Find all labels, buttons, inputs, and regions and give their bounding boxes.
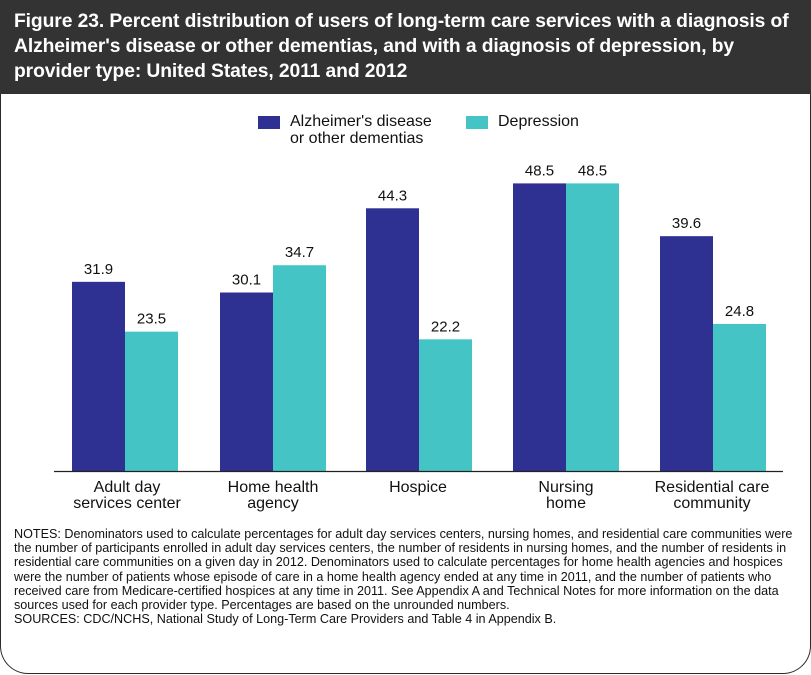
bar-alzheimers-adult-day [72, 281, 125, 471]
bar-alzheimers-residential-care [660, 236, 713, 471]
category-label-nursing-home: Nursing home [538, 479, 593, 512]
legend-swatch-alzheimers [258, 116, 280, 129]
bar-depression-nursing-home [566, 183, 619, 471]
data-label-alzheimers-hospice: 44.3 [378, 187, 407, 204]
bar-depression-home-health [273, 265, 326, 471]
bar-chart: 31.9 23.5 Adult day services center 30.1 34.7… [54, 162, 783, 512]
category-label-adult-day: Adult day services center [73, 479, 181, 512]
figure-title: Figure 23. Percent distribution of users… [14, 11, 789, 82]
category-label-home-health: Home health agency [228, 479, 319, 512]
bar-alzheimers-home-health [220, 292, 273, 471]
data-label-alzheimers-residential-care: 39.6 [672, 215, 701, 232]
legend-label-depression: Depression [498, 113, 579, 130]
bar-depression-hospice [419, 339, 472, 471]
bar-depression-residential-care [713, 323, 766, 471]
data-label-depression-hospice: 22.2 [431, 318, 460, 335]
data-label-depression-residential-care: 24.8 [725, 303, 754, 320]
legend-swatch-depression [466, 116, 488, 129]
data-label-depression-adult-day: 23.5 [137, 311, 166, 328]
notes-text: NOTES: Denominators used to calculate pe… [14, 527, 793, 613]
chart-legend: Alzheimer's disease or other dementias D… [0, 113, 811, 153]
data-label-alzheimers-nursing-home: 48.5 [525, 162, 554, 179]
category-label-residential-care: Residential care community [655, 479, 770, 512]
data-label-depression-nursing-home: 48.5 [578, 162, 607, 179]
bar-alzheimers-nursing-home [513, 183, 566, 471]
legend-label-alzheimers: Alzheimer's disease or other dementias [290, 113, 432, 147]
data-label-alzheimers-adult-day: 31.9 [84, 261, 113, 278]
bar-alzheimers-hospice [366, 208, 419, 471]
data-label-alzheimers-home-health: 30.1 [232, 272, 261, 289]
data-label-depression-home-health: 34.7 [285, 244, 314, 261]
bar-depression-adult-day [125, 331, 178, 471]
category-label-hospice: Hospice [389, 479, 447, 496]
figure-notes: NOTES: Denominators used to calculate pe… [14, 527, 799, 626]
figure-header: Figure 23. Percent distribution of users… [0, 0, 811, 94]
sources-text: SOURCES: CDC/NCHS, National Study of Lon… [14, 612, 557, 627]
